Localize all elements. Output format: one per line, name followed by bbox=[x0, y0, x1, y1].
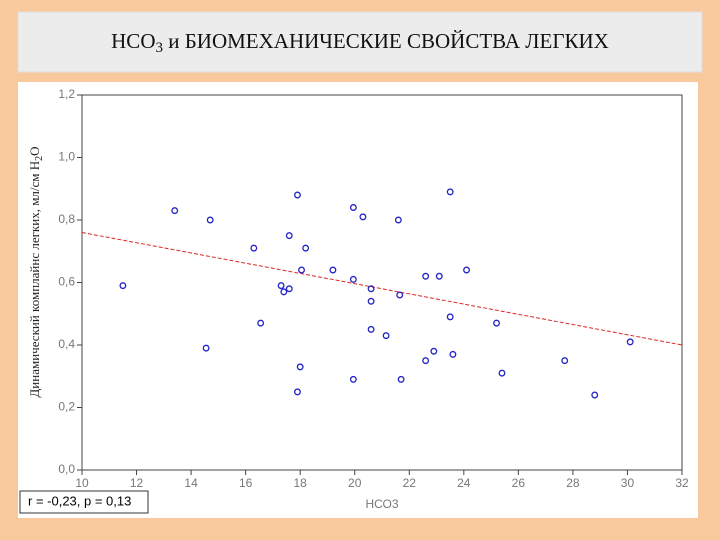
annotation-box bbox=[19, 490, 149, 514]
point bbox=[446, 313, 454, 321]
point bbox=[250, 244, 258, 252]
point bbox=[171, 207, 179, 215]
title-subscript: 3 bbox=[155, 40, 163, 56]
x-tick-label: 30 bbox=[621, 476, 635, 490]
x-tick-label: 16 bbox=[239, 476, 253, 490]
point bbox=[396, 291, 404, 299]
point bbox=[626, 338, 634, 346]
y-tick-label: 0,4 bbox=[58, 337, 75, 351]
y-tick-label: 0,2 bbox=[58, 400, 75, 414]
point bbox=[285, 285, 293, 293]
point bbox=[498, 369, 506, 377]
point bbox=[294, 191, 301, 199]
y-axis-label: Динамический комплайнс легких, мл/см Н2О bbox=[27, 146, 45, 397]
x-tick-label: 12 bbox=[130, 476, 144, 490]
annotation: r = -0,23, p = 0,13 bbox=[28, 493, 131, 508]
point bbox=[202, 344, 210, 352]
point bbox=[435, 272, 443, 280]
y-tick-label: 1,0 bbox=[58, 150, 75, 164]
point bbox=[296, 363, 304, 371]
x-tick-label: 22 bbox=[403, 476, 417, 490]
ylabel-subscript: 2 bbox=[34, 156, 45, 161]
point bbox=[430, 347, 438, 355]
ylabel-main: Динамический комплайнс легких, мл/см Н bbox=[27, 161, 42, 398]
point bbox=[257, 319, 265, 327]
point bbox=[561, 357, 569, 365]
point bbox=[422, 357, 430, 365]
title-main: НСО bbox=[111, 29, 155, 53]
point bbox=[119, 282, 127, 290]
point bbox=[397, 375, 405, 383]
x-tick-label: 24 bbox=[457, 476, 471, 490]
point bbox=[422, 272, 430, 280]
slide-title: НСО3 и БИОМЕХАНИЧЕСКИЕ СВОЙСТВА ЛЕГКИХ bbox=[111, 29, 609, 57]
x-tick-label: 10 bbox=[75, 476, 89, 490]
y-tick-label: 0,8 bbox=[58, 212, 75, 226]
point bbox=[394, 216, 402, 224]
title-box bbox=[17, 11, 703, 73]
point bbox=[591, 391, 599, 399]
point bbox=[285, 232, 293, 240]
chart-panel bbox=[18, 82, 698, 518]
x-tick-label: 20 bbox=[348, 476, 362, 490]
y-tick-label: 0,6 bbox=[58, 275, 75, 289]
x-tick-label: 32 bbox=[675, 476, 689, 490]
point bbox=[463, 266, 470, 274]
point bbox=[367, 297, 375, 305]
ylabel-rest: О bbox=[27, 146, 42, 155]
point bbox=[349, 375, 357, 383]
x-tick-label: 14 bbox=[184, 476, 198, 490]
point bbox=[302, 244, 310, 252]
point bbox=[280, 288, 288, 296]
point bbox=[277, 282, 285, 290]
point bbox=[349, 204, 357, 211]
point bbox=[367, 325, 375, 333]
x-tick-label: 26 bbox=[512, 476, 526, 490]
point bbox=[298, 266, 305, 274]
point bbox=[382, 332, 390, 340]
point bbox=[349, 275, 357, 283]
point bbox=[359, 213, 367, 221]
x-axis-label: НСО3 bbox=[365, 497, 398, 511]
x-tick-label: 28 bbox=[566, 476, 580, 490]
point bbox=[493, 319, 500, 327]
title-rest: и БИОМЕХАНИЧЕСКИЕ СВОЙСТВА ЛЕГКИХ bbox=[163, 29, 609, 53]
y-tick-label: 0,0 bbox=[58, 462, 75, 476]
point bbox=[367, 285, 375, 293]
point bbox=[294, 388, 301, 396]
y-tick-label: 1,2 bbox=[58, 87, 75, 101]
x-tick-label: 18 bbox=[294, 476, 308, 490]
point bbox=[206, 216, 214, 224]
point bbox=[446, 188, 454, 196]
point bbox=[449, 350, 457, 358]
point bbox=[329, 266, 337, 274]
